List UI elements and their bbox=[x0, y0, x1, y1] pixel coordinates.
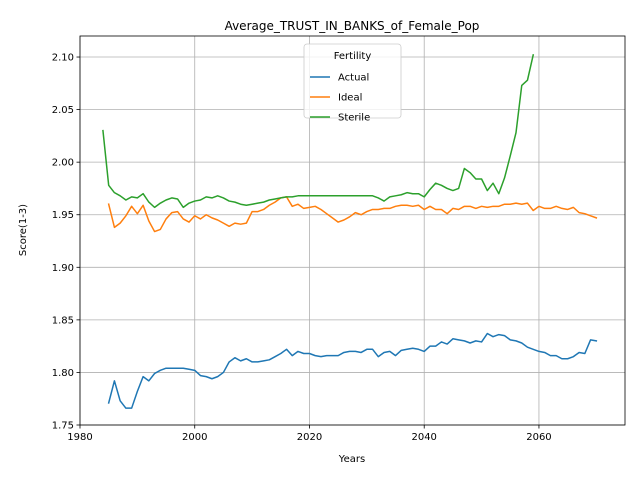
y-tick-label: 2.10 bbox=[52, 53, 74, 64]
series-line-ideal bbox=[107, 196, 598, 233]
series-lines bbox=[102, 54, 598, 409]
series-line-sterile bbox=[102, 54, 535, 209]
legend-title: Fertility bbox=[334, 51, 372, 62]
x-axis-label: Years bbox=[338, 454, 365, 465]
chart-title: Average_TRUST_IN_BANKS_of_Female_Pop bbox=[225, 19, 480, 33]
legend-entries: Actual Ideal Sterile bbox=[310, 73, 370, 124]
x-tick-label: 2040 bbox=[411, 432, 436, 443]
legend-label-sterile: Sterile bbox=[338, 113, 370, 124]
y-tick-label: 1.80 bbox=[52, 368, 74, 379]
y-tick-label: 2.00 bbox=[52, 158, 74, 169]
y-axis-label: Score(1-3) bbox=[18, 204, 29, 256]
y-tick-label: 1.85 bbox=[52, 315, 74, 326]
y-ticks: 1.75 1.80 1.85 1.90 1.95 2.00 2.05 2.10 bbox=[52, 53, 80, 432]
y-tick-label: 2.05 bbox=[52, 105, 74, 116]
y-tick-label: 1.75 bbox=[52, 421, 74, 432]
x-tick-label: 2000 bbox=[182, 432, 207, 443]
legend-frame bbox=[303, 43, 402, 119]
legend-label-actual: Actual bbox=[338, 73, 369, 84]
legend-label-ideal: Ideal bbox=[338, 93, 362, 104]
series-line-actual bbox=[107, 332, 598, 409]
y-tick-label: 1.90 bbox=[52, 263, 74, 274]
x-tick-label: 1980 bbox=[67, 432, 92, 443]
x-ticks: 1980 2000 2020 2040 2060 bbox=[67, 425, 552, 443]
x-tick-label: 2060 bbox=[526, 432, 551, 443]
plot-frame bbox=[79, 35, 626, 426]
y-tick-label: 1.95 bbox=[52, 210, 74, 221]
legend: Fertility Actual Ideal Sterile bbox=[303, 43, 402, 124]
x-tick-label: 2020 bbox=[297, 432, 322, 443]
